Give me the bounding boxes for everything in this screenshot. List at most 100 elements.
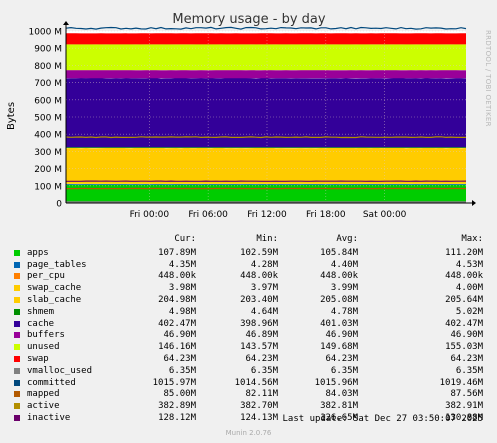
legend-row-unused: unused 146.16M 143.57M 149.68M 155.03M [0,341,497,353]
legend-swatch [14,261,20,268]
area-shmem [66,147,466,148]
legend-value-max: 402.47M [445,318,483,329]
area-cache [66,77,466,148]
legend-value-min: 382.70M [240,401,278,412]
legend-series-name: cache [27,318,55,329]
legend-value-max: 155.03M [445,342,483,353]
legend-value-avg: 4.78M [330,306,358,317]
legend-value-max: 64.23M [450,354,483,364]
legend-series-name: committed [27,377,76,388]
legend-row-slab_cache: slab_cache 204.98M 203.40M 205.08M 205.64M [0,294,497,306]
legend-value-avg: 401.03M [320,318,358,329]
legend-value-cur: 204.98M [158,295,196,305]
legend-value-max: 111.20M [445,247,483,258]
legend-value-cur: 107.89M [158,247,196,258]
legend-swatch [14,403,20,410]
legend-row-per_cpu: per_cpu 448.00k 448.00k 448.00k 448.00k [0,270,497,282]
legend-series-name: slab_cache [27,295,82,305]
legend-value-cur: 448.00k [158,271,196,282]
legend-value-max: 87.56M [450,389,483,400]
y-axis-label: Bytes [6,102,17,130]
legend-row-shmem: shmem 4.98M 4.64M 4.78M 5.02M [0,306,497,318]
area-swap [66,33,466,45]
x-tick-label: Fri 06:00 [188,210,228,220]
legend-value-min: 64.23M [245,354,278,364]
y-tick-label: 700 M [34,79,62,89]
x-tick-label: Fri 12:00 [247,210,287,220]
legend-value-cur: 128.12M [158,413,196,423]
legend-value-avg: 149.68M [320,342,358,353]
legend-value-max: 205.64M [445,295,483,305]
legend-value-cur: 3.98M [168,283,196,294]
legend-row-swap: swap 64.23M 64.23M 64.23M 64.23M [0,353,497,365]
legend-value-max: 6.35M [455,365,483,376]
legend-value-cur: 64.23M [163,354,196,364]
legend-value-min: 143.57M [240,342,278,353]
legend-swatch [14,308,20,315]
last-update-text: Last update: Sat Dec 27 03:50:07 2025 [282,414,483,424]
legend-value-min: 4.64M [250,306,278,317]
rrdtool-credit: RRDTOOL / TOBI OETIKER [484,30,492,127]
legend-series-name: shmem [27,306,55,317]
legend-row-mapped: mapped 85.00M 82.11M 84.03M 87.56M [0,388,497,400]
legend-value-avg: 3.99M [330,283,358,294]
legend-value-avg: 1015.96M [314,377,358,388]
legend-value-min: 3.97M [250,283,278,294]
legend-series-name: active [27,401,60,412]
legend-value-min: 82.11M [245,389,278,400]
legend-header-avg: Avg: [336,234,358,244]
legend-swatch [14,332,20,339]
area-slab_cache [66,147,466,184]
legend-series-name: mapped [27,389,60,400]
legend-series-name: inactive [27,413,71,423]
area-page_tables [66,184,466,185]
legend-value-avg: 205.08M [320,295,358,305]
area-unused [66,44,466,71]
legend-swatch [14,344,20,351]
legend-row-inactive: inactive 128.12M 124.13M 126.65M 130.88M [0,412,497,424]
legend-swatch [14,356,20,362]
area-swap_cache [66,183,466,184]
legend-value-cur: 4.35M [168,259,196,270]
legend-row-swap_cache: swap_cache 3.98M 3.97M 3.99M 4.00M [0,282,497,294]
legend-header-min: Min: [256,234,278,244]
y-tick-label: 600 M [34,96,62,106]
x-tick-label: Fri 00:00 [130,210,170,220]
y-tick-label: 800 M [34,62,62,72]
legend-value-max: 46.90M [450,330,483,341]
legend-series-name: swap_cache [27,283,82,294]
legend-value-avg: 4.40M [330,259,358,270]
legend-swatch [14,320,20,327]
legend-value-min: 6.35M [250,365,278,376]
chart-title: Memory usage - by day [172,12,325,27]
legend-row-buffers: buffers 46.90M 46.89M 46.90M 46.90M [0,329,497,341]
area-apps [66,184,466,203]
chart-plot: Memory usage - by day Bytes 0 100 M 200 M 3… [6,12,476,220]
legend-value-max: 5.02M [455,306,483,317]
legend-value-avg: 64.23M [325,354,358,364]
legend-header-max: Max: [461,234,483,244]
legend-value-min: 124.13M [240,413,278,423]
legend-value-avg: 448.00k [320,271,358,282]
legend-series-name: swap [27,354,49,364]
legend-value-avg: 126.65M [320,413,358,423]
legend-value-min: 203.40M [240,295,278,305]
legend-row-page_tables: page_tables 4.35M 4.28M 4.40M 4.53M [0,259,497,271]
legend-value-min: 448.00k [240,271,278,282]
legend-value-avg: 105.84M [320,247,358,258]
legend-row-committed: committed 1015.97M 1014.56M 1015.96M 1019.46… [0,377,497,389]
y-tick-label: 300 M [34,148,62,158]
legend-header-cur: Cur: [174,234,196,244]
y-axis-arrow [63,21,69,25]
legend-value-avg: 46.90M [325,330,358,341]
legend-value-cur: 85.00M [163,389,196,400]
legend-swatch [14,379,20,386]
legend-swatch [14,273,20,280]
y-tick-label: 0 [56,200,62,210]
legend-row-cache: cache 402.47M 398.96M 401.03M 402.47M [0,318,497,330]
legend-value-cur: 402.47M [158,318,196,329]
legend-value-max: 382.91M [445,401,483,412]
munin-version-footer: Munin 2.0.76 [225,429,272,437]
legend-value-min: 46.89M [245,330,278,341]
